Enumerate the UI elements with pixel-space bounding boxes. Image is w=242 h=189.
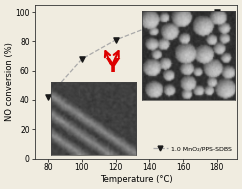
Point [215,11,219,14]
Point [181,14,185,17]
Point [46,95,50,98]
Point [114,39,118,42]
Legend: 1.0 MnO₂/PPS-SDBS: 1.0 MnO₂/PPS-SDBS [150,143,234,154]
Y-axis label: NO conversion (%): NO conversion (%) [5,42,14,121]
Point [80,57,84,60]
X-axis label: Temperature (°C): Temperature (°C) [99,175,172,184]
Text: Y: Y [106,57,120,76]
Point [147,25,151,28]
